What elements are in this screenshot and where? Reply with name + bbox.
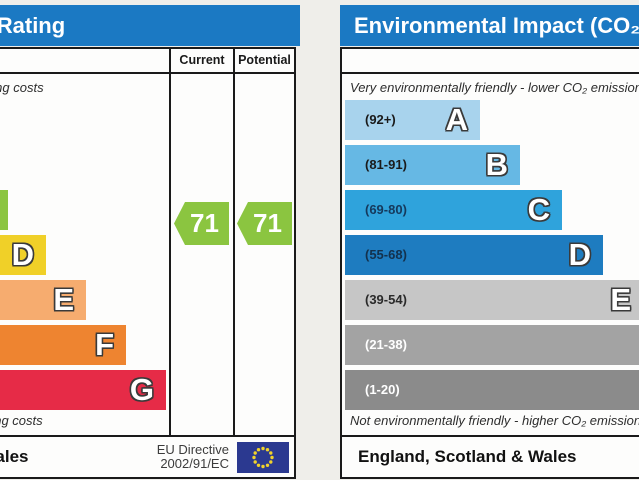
potential-rating-arrow: 71 (237, 202, 292, 245)
band-range: (39-54) (365, 292, 407, 307)
band-range: (1-20) (365, 382, 400, 397)
energy-band-c: (69-80) C (0, 190, 8, 230)
band-letter: A (445, 102, 468, 137)
co2-band-b: (81-91) B (345, 145, 520, 185)
band-letter: F (95, 327, 114, 362)
potential-column-header: Potential (238, 53, 291, 67)
energy-band-d: (55-68) D (0, 235, 46, 275)
environmental-footer: England, Scotland & Wales EU Directive 2… (342, 435, 639, 477)
current-column-divider (169, 49, 171, 435)
energy-top-note: Very energy efficient - lower running co… (0, 80, 44, 95)
band-range: (21-38) (365, 337, 407, 352)
energy-band-g: (1-20) G (0, 370, 166, 410)
energy-band-e: (39-54) E (0, 280, 86, 320)
band-letter: E (610, 282, 631, 317)
band-range: (55-68) (365, 247, 407, 262)
band-range: (81-91) (365, 157, 407, 172)
band-letter: E (53, 282, 74, 317)
co2-band-e: (39-54) E (345, 280, 639, 320)
table-header-row: Current Potential (0, 49, 294, 74)
environmental-chart-title: Environmental Impact (CO₂) Rating (340, 5, 639, 46)
energy-footer: England, Scotland & Wales EU Directive 2… (0, 435, 294, 477)
environmental-impact-chart: Environmental Impact (CO₂) Rating Curren… (340, 5, 639, 479)
energy-chart-title: Energy Efficiency Rating (0, 5, 300, 46)
environmental-rating-table: Current Potential Very environmentally f… (340, 47, 639, 479)
potential-rating-value: 71 (253, 208, 282, 238)
potential-column-divider (233, 49, 235, 435)
co2-band-g: (1-20) G (345, 370, 639, 410)
band-letter: C (527, 192, 550, 227)
co2-band-d: (55-68) D (345, 235, 603, 275)
current-rating-arrow: 71 (174, 202, 229, 245)
band-range: (69-80) (365, 202, 407, 217)
table-header-row: Current Potential (342, 49, 639, 74)
energy-bottom-note: Not energy efficient - higher running co… (0, 413, 43, 428)
eu-flag-icon (237, 441, 289, 473)
energy-rating-table: Current Potential Very energy efficient … (0, 47, 296, 479)
current-rating-value: 71 (190, 208, 219, 238)
footer-region-label: England, Scotland & Wales (0, 447, 29, 466)
environmental-bottom-note: Not environmentally friendly - higher CO… (350, 413, 639, 428)
energy-efficiency-chart: Energy Efficiency Rating Current Potenti… (0, 5, 300, 479)
band-range: (92+) (365, 112, 396, 127)
co2-band-c: (69-80) C (345, 190, 562, 230)
current-column-header: Current (179, 53, 225, 67)
eu-directive-label: EU Directive 2002/91/EC (156, 442, 229, 471)
energy-band-f: (21-38) F (0, 325, 126, 365)
band-letter: D (11, 237, 34, 272)
band-letter: B (485, 147, 508, 182)
footer-region-label: England, Scotland & Wales (358, 447, 577, 466)
energy-bands-area: Very energy efficient - lower running co… (0, 74, 294, 435)
environmental-top-note: Very environmentally friendly - lower CO… (350, 80, 639, 95)
co2-band-a: (92+) A (345, 100, 480, 140)
band-letter: D (568, 237, 591, 272)
environmental-bands-area: Very environmentally friendly - lower CO… (342, 74, 639, 435)
co2-band-f: (21-38) F (345, 325, 639, 365)
band-letter: G (129, 372, 154, 407)
